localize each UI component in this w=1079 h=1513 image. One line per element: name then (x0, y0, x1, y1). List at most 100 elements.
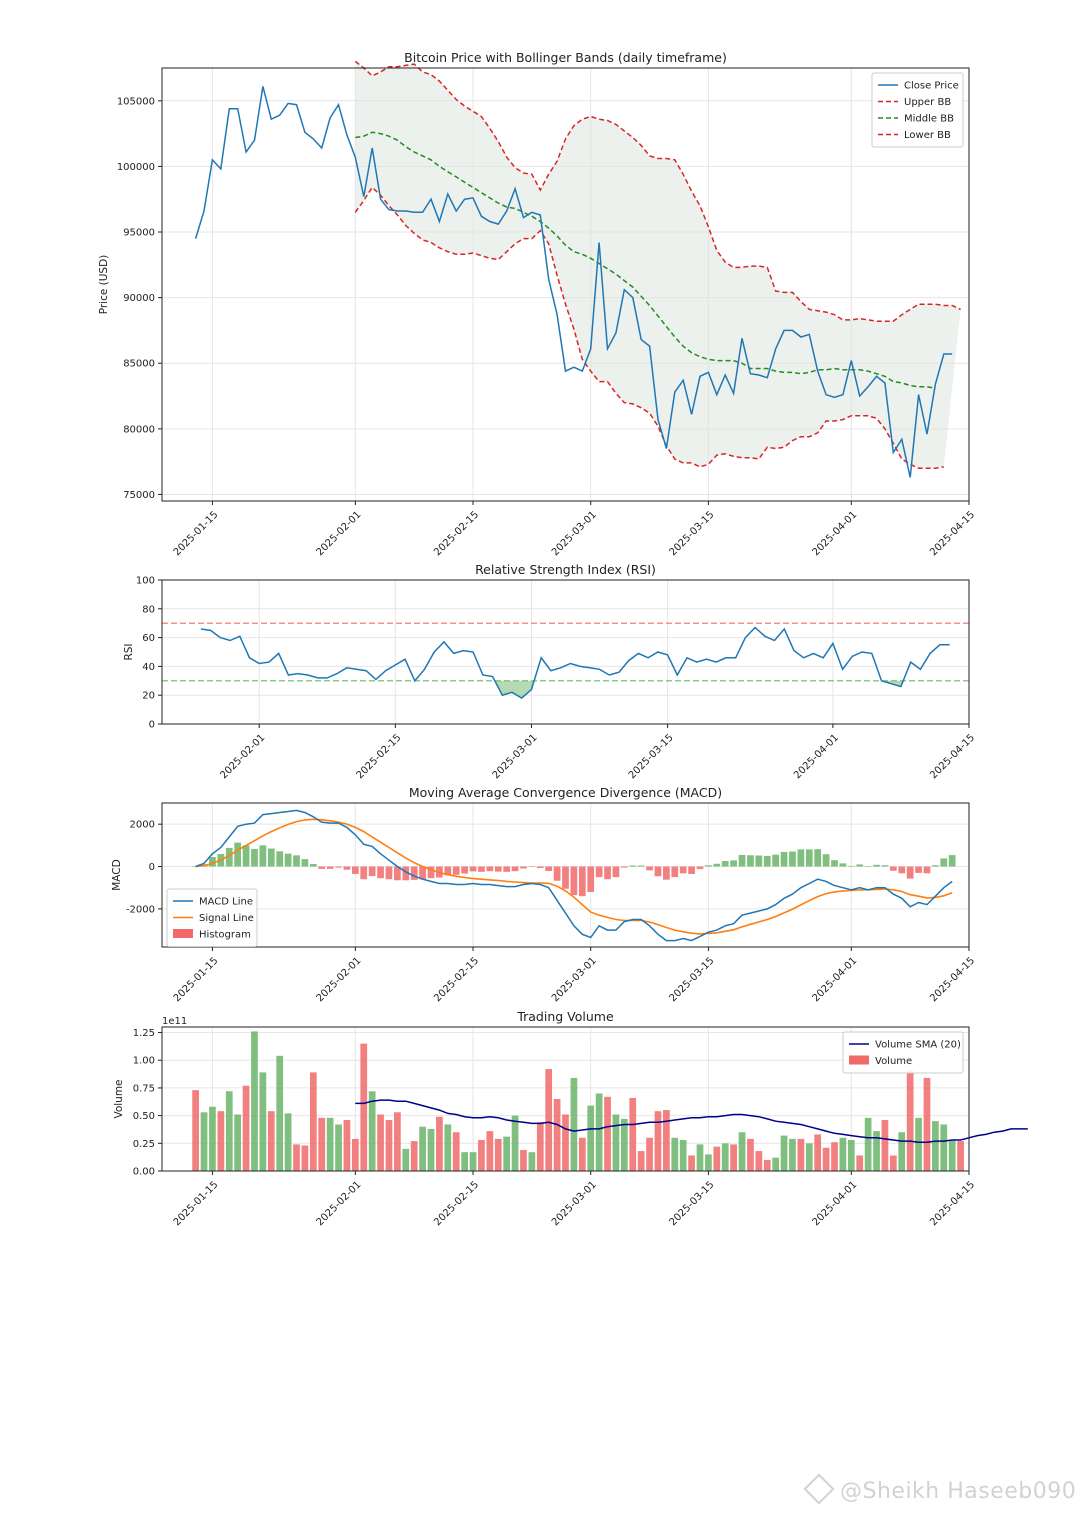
volume-bar (923, 1077, 931, 1171)
plot-frame (161, 802, 970, 948)
legend-label: Volume (875, 1056, 912, 1067)
volume-bar (326, 1117, 334, 1171)
legend-label: Volume SMA (20) (875, 1040, 961, 1051)
histogram-bar (932, 865, 939, 867)
volume-bar (637, 1151, 645, 1171)
histogram-bar (738, 854, 746, 867)
histogram-bar (343, 866, 351, 870)
legend-box (842, 1031, 964, 1074)
volume-bar (570, 1077, 578, 1171)
histogram-bar (881, 865, 889, 867)
volume-bar (209, 1106, 216, 1171)
series-rsi (200, 626, 950, 700)
x-tick-label: 2025-03-01 (491, 732, 540, 781)
series-upper-bb (354, 60, 961, 322)
volume-bar (646, 1137, 653, 1171)
histogram-bar (940, 858, 948, 867)
volume-bar (267, 1111, 275, 1171)
histogram-bar (469, 866, 477, 872)
volume-bar (906, 1070, 914, 1171)
volume-bar (604, 1096, 611, 1171)
series-signal-line (195, 818, 953, 935)
x-tick-label: 2025-04-15 (928, 509, 977, 558)
legend-label: Upper BB (904, 97, 951, 108)
y-tick-label: 60 (142, 633, 155, 644)
panel-3: Moving Average Convergence Divergence (M… (111, 785, 977, 1004)
volume-bar (486, 1131, 494, 1171)
y-tick-label: 80000 (123, 424, 155, 435)
histogram-bar (730, 860, 737, 867)
histogram-bar (385, 866, 393, 880)
volume-bar (436, 1116, 443, 1171)
legend-label: MACD Line (199, 897, 253, 908)
y-tick-label: 0.50 (133, 1111, 155, 1122)
histogram-bar (562, 866, 569, 889)
histogram-bar (814, 849, 822, 867)
volume-bar (478, 1139, 485, 1171)
volume-bar (889, 1155, 897, 1171)
x-tick-label: 2025-01-15 (172, 509, 221, 558)
histogram-bar (427, 866, 435, 879)
y-tick-label: 80 (142, 604, 155, 615)
bollinger-band-fill (355, 61, 961, 469)
series-macd-line (195, 809, 953, 942)
volume-bar (562, 1114, 569, 1171)
volume-bar (789, 1138, 796, 1171)
volume-bar (494, 1138, 502, 1171)
volume-bar (469, 1152, 477, 1171)
volume-bar (763, 1159, 771, 1171)
y-tick-label: 0 (149, 862, 155, 873)
legend-label: Close Price (904, 81, 959, 92)
series-lower-bb (354, 186, 944, 469)
histogram-bar (444, 866, 452, 876)
volume-bar (192, 1090, 199, 1171)
histogram-bar (772, 854, 780, 867)
histogram-bar (780, 851, 788, 867)
volume-bar (940, 1124, 948, 1171)
histogram-bar (805, 849, 813, 867)
plot-frame (161, 579, 970, 725)
histogram-bar (688, 866, 695, 874)
histogram-bar (696, 866, 704, 870)
histogram-bar (259, 845, 267, 867)
histogram-bar (242, 845, 250, 867)
histogram-bar (209, 857, 216, 867)
histogram-bar (309, 863, 317, 867)
volume-bar (822, 1147, 830, 1171)
legend-swatch (173, 929, 193, 938)
x-tick-label: 2025-04-01 (792, 732, 841, 781)
x-tick-label: 2025-02-15 (432, 1179, 481, 1228)
histogram-bar (856, 864, 864, 867)
histogram-bar (360, 866, 368, 880)
y-tick-label: 1.00 (133, 1056, 155, 1067)
volume-bar (360, 1043, 368, 1171)
histogram-bar (225, 847, 233, 867)
histogram-bar (528, 866, 536, 868)
volume-bar (831, 1142, 838, 1171)
histogram-bar (646, 866, 653, 871)
x-tick-label: 2025-03-01 (550, 955, 599, 1004)
volume-bar (847, 1139, 855, 1171)
volume-bar (419, 1126, 426, 1171)
x-tick-label: 2025-03-01 (550, 509, 599, 558)
chart-title: Relative Strength Index (RSI) (475, 562, 656, 577)
watermark: @Sheikh Haseeb090 (803, 1473, 1076, 1505)
diamond-icon (803, 1473, 835, 1505)
volume-bar (915, 1117, 922, 1171)
volume-bar (234, 1114, 242, 1171)
histogram-bar (293, 855, 300, 867)
volume-bar (259, 1072, 267, 1171)
volume-bar (251, 1031, 258, 1171)
histogram-bar (267, 848, 275, 867)
y-axis-label: RSI (123, 643, 135, 660)
volume-bar (536, 1122, 544, 1171)
histogram-bar (276, 851, 284, 867)
y-tick-label: 0.25 (133, 1139, 155, 1150)
volume-bar (394, 1112, 401, 1171)
x-tick-label: 2025-03-15 (668, 509, 717, 558)
volume-bar (671, 1137, 679, 1171)
volume-bar (856, 1155, 864, 1171)
volume-bar (217, 1111, 225, 1171)
histogram-bar (419, 866, 426, 880)
volume-bar (839, 1137, 847, 1171)
